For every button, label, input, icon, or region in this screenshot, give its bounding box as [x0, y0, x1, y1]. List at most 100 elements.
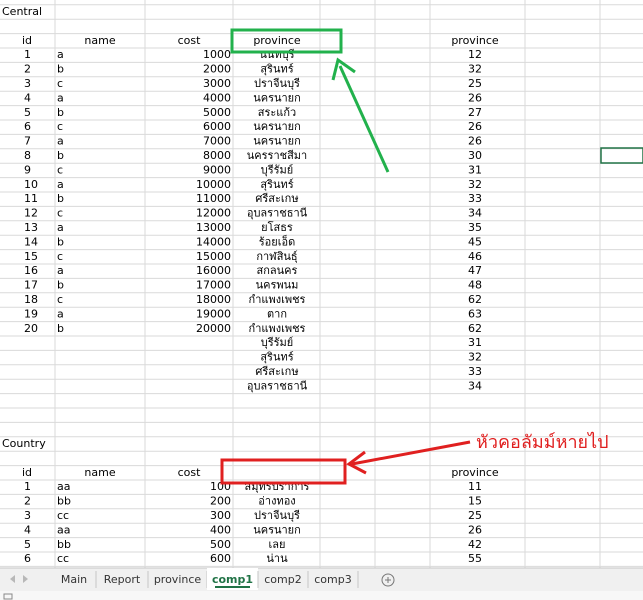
id-cell: 1 — [24, 480, 31, 493]
cost-cell: 500 — [210, 538, 231, 551]
cost-cell: 7000 — [203, 135, 231, 148]
province-code-cell: 26 — [468, 120, 482, 133]
province-code-cell: 48 — [468, 279, 482, 292]
province-code-cell: 42 — [468, 538, 482, 551]
name-cell: aa — [57, 480, 70, 493]
province-cell: นครราชสีมา — [247, 149, 307, 162]
header-cell: name — [84, 466, 115, 479]
id-cell: 16 — [24, 264, 38, 277]
cost-cell: 18000 — [196, 293, 231, 306]
id-cell: 20 — [24, 322, 38, 335]
id-cell: 4 — [24, 523, 31, 536]
name-cell: c — [57, 250, 63, 263]
name-cell: b — [57, 63, 64, 76]
province-code-cell: 62 — [468, 293, 482, 306]
name-cell: cc — [57, 509, 69, 522]
name-cell: a — [57, 178, 64, 191]
id-cell: 15 — [24, 250, 38, 263]
cost-cell: 8000 — [203, 149, 231, 162]
province-cell: นครพนม — [256, 279, 299, 292]
cost-cell: 1000 — [203, 48, 231, 61]
province-code-cell: 62 — [468, 322, 482, 335]
name-cell: b — [57, 235, 64, 248]
cost-cell: 15000 — [196, 250, 231, 263]
province-code-cell: 35 — [468, 221, 482, 234]
cost-cell: 3000 — [203, 77, 231, 90]
province-cell: บุรีรัมย์ — [261, 336, 294, 349]
cost-cell: 200 — [210, 495, 231, 508]
sheet-tab[interactable]: Report — [104, 573, 141, 586]
green-arrow-head — [331, 57, 356, 81]
cost-cell: 9000 — [203, 163, 231, 176]
id-cell: 5 — [24, 106, 31, 119]
sheet-tab[interactable]: province — [154, 573, 202, 586]
name-cell: bb — [57, 538, 71, 551]
province-cell: อุบลราชธานี — [247, 207, 308, 220]
header-cell: name — [84, 34, 115, 47]
province-cell: อุบลราชธานี — [247, 379, 308, 392]
id-cell: 4 — [24, 91, 31, 104]
id-cell: 2 — [24, 63, 31, 76]
header-cell: province — [253, 34, 301, 47]
cost-cell: 12000 — [196, 207, 231, 220]
name-cell: a — [57, 307, 64, 320]
tab-prev[interactable] — [10, 575, 15, 583]
tab-next[interactable] — [23, 575, 28, 583]
province-cell: สุรินทร์ — [260, 351, 293, 364]
name-cell: c — [57, 163, 63, 176]
cost-cell: 14000 — [196, 235, 231, 248]
tabs: Main Report province comp1 comp2 comp3 — [61, 568, 359, 590]
name-cell: b — [57, 149, 64, 162]
province-code-cell: 26 — [468, 523, 482, 536]
cost-cell: 300 — [210, 509, 231, 522]
province-cell: เลย — [269, 538, 286, 551]
name-cell: c — [57, 207, 63, 220]
name-cell: cc — [57, 552, 69, 565]
id-cell: 17 — [24, 279, 38, 292]
name-cell: c — [57, 120, 63, 133]
selected-cell[interactable] — [600, 147, 643, 164]
header-cell: id — [22, 34, 32, 47]
id-cell: 11 — [24, 192, 38, 205]
sheet-tab[interactable]: comp2 — [264, 573, 301, 586]
id-cell: 1 — [24, 48, 31, 61]
sheet-tab[interactable]: Main — [61, 573, 87, 586]
add-sheet[interactable] — [381, 573, 395, 587]
province-cell: ปราจีนบุรี — [254, 509, 300, 522]
cost-cell: 4000 — [203, 91, 231, 104]
active-tab-bg — [207, 568, 258, 590]
sheet-tab[interactable]: comp1 — [212, 573, 253, 586]
section-title: Central — [2, 5, 42, 18]
province-code-cell: 26 — [468, 91, 482, 104]
province-cell: อ่างทอง — [258, 495, 295, 508]
province-code-cell: 33 — [468, 192, 482, 205]
id-cell: 5 — [24, 538, 31, 551]
province-cell: นครนายก — [253, 120, 301, 133]
sheet-tab[interactable]: comp3 — [314, 573, 351, 586]
header-cell: cost — [178, 466, 202, 479]
cost-cell: 400 — [210, 523, 231, 536]
cost-cell: 11000 — [196, 192, 231, 205]
id-cell: 13 — [24, 221, 38, 234]
header-cell: province — [451, 34, 499, 47]
province-code-cell: 32 — [468, 351, 482, 364]
province-code-cell: 32 — [468, 63, 482, 76]
cost-cell: 5000 — [203, 106, 231, 119]
province-cell: นครนายก — [253, 135, 301, 148]
header-cell: id — [22, 466, 32, 479]
id-cell: 6 — [24, 552, 31, 565]
header-cell: cost — [178, 34, 202, 47]
cost-cell: 600 — [210, 552, 231, 565]
id-cell: 10 — [24, 178, 38, 191]
section-title: Country — [2, 437, 46, 450]
province-cell: ปราจีนบุรี — [254, 77, 300, 90]
province-code-cell: 46 — [468, 250, 482, 263]
cells: Central id name cost province province 1 a 1000 น… — [2, 5, 499, 565]
cost-cell: 19000 — [196, 307, 231, 320]
cost-cell: 13000 — [196, 221, 231, 234]
cost-cell: 10000 — [196, 178, 231, 191]
province-code-cell: 27 — [468, 106, 482, 119]
id-cell: 12 — [24, 207, 38, 220]
name-cell: c — [57, 293, 63, 306]
